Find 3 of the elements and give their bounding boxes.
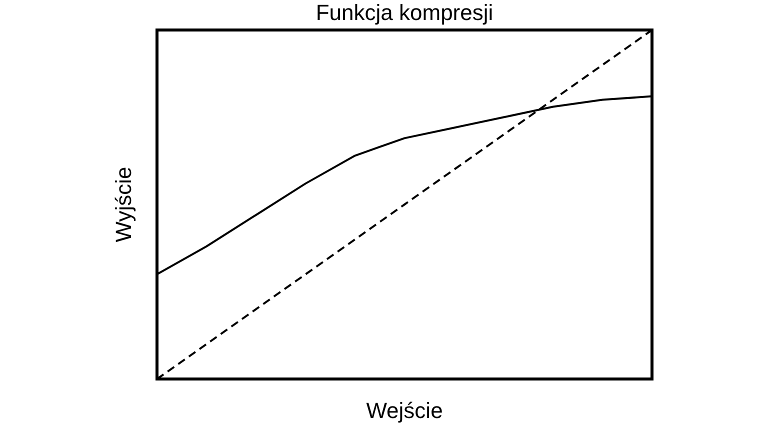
x-axis-title: Wejście <box>366 398 443 423</box>
y-axis-title: Wyjście <box>111 166 136 242</box>
chart-title: Funkcja kompresji <box>316 0 494 25</box>
